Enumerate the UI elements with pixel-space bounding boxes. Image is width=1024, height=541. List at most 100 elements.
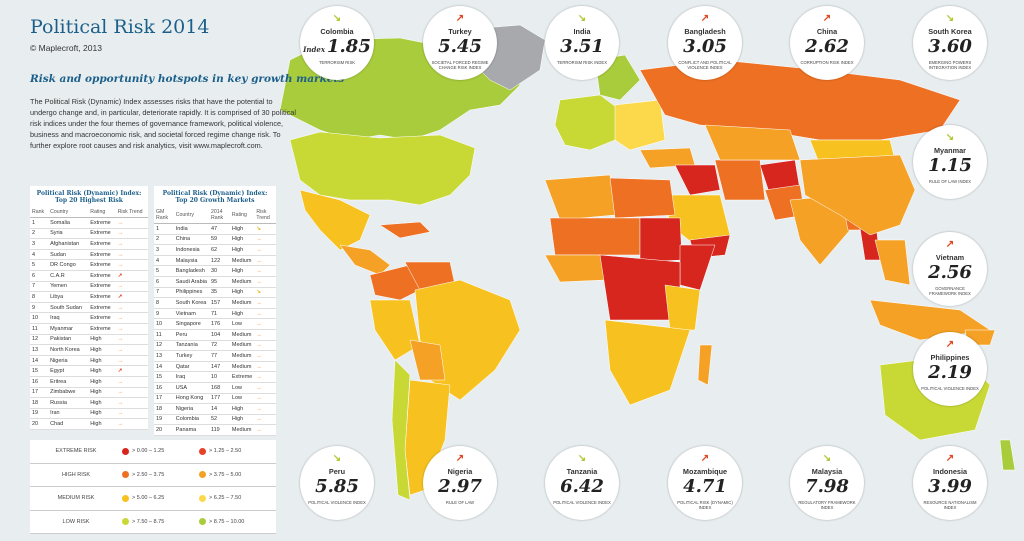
callout-country: Bangladesh [684, 27, 726, 36]
trend-up-icon: ↗ [455, 13, 465, 24]
table-cell: Indonesia [173, 244, 209, 256]
region-mexico [299, 189, 371, 251]
table-header: Rating [229, 207, 255, 224]
copyright: © Maplecroft, 2013 [30, 43, 102, 53]
table-cell: Medium [229, 297, 255, 309]
table-cell: Philippines [173, 287, 209, 299]
region-central-asia [704, 124, 801, 161]
callout-value: 3.99 [928, 476, 972, 497]
table-cell: Extreme [88, 291, 116, 303]
legend-row: HIGH RISK > 2.50 – 3.75 > 3.75 – 5.00 [30, 463, 276, 487]
table-row: 10 Singapore 176 Low → [154, 318, 276, 330]
table-header: 2014 Rank [208, 207, 230, 224]
table-cell: 8 [30, 291, 49, 303]
table-cell: 176 [208, 318, 230, 330]
table-cell: High [88, 397, 116, 409]
callout-myanmar: ↘ Myanmar 1.15 RULE OF LAW INDEX [913, 125, 987, 199]
table-cell: High [229, 244, 255, 256]
subtitle: Risk and opportunity hotspots in key gro… [30, 73, 345, 85]
table-cell: Nigeria [48, 355, 89, 367]
callout-china: ↗ China 2.62 CORRUPTION RISK INDEX [790, 6, 864, 80]
callout-index-name: REGULATORY FRAMEWORK INDEX [798, 500, 856, 510]
table-row: 19 Iran High → [30, 408, 148, 420]
legend-swatch [122, 494, 129, 502]
table-cell: Medium [229, 350, 255, 362]
table-row: 6 Saudi Arabia 95 Medium → [154, 276, 276, 288]
table-cell: Syria [48, 228, 89, 240]
trend-side-icon: → [115, 323, 148, 335]
trend-side-icon: → [254, 244, 276, 256]
table-cell: Zimbabwe [48, 387, 89, 399]
table-header: Country [173, 207, 209, 224]
table-row: 18 Nigeria 14 High → [154, 403, 276, 415]
table-row: 4 Sudan Extreme → [30, 249, 148, 261]
table-row: 18 Russia High → [30, 397, 148, 409]
highest-risk-table: Political Risk (Dynamic) Index: Top 20 H… [30, 186, 148, 430]
table-cell: Hong Kong [173, 393, 209, 405]
legend-row: LOW RISK > 7.50 – 8.75 > 8.75 – 10.00 [30, 510, 276, 534]
table-cell: Extreme [88, 302, 116, 314]
table-row: 5 Bangladesh 30 High → [154, 265, 276, 277]
table-cell: Low [229, 318, 255, 330]
legend-label: HIGH RISK [61, 471, 91, 478]
table-cell: Sudan [48, 249, 89, 261]
callout-vietnam: ↗ Vietnam 2.56 GOVERNANCE FRAMEWORK INDEX [913, 232, 987, 306]
legend-range: > 5.00 – 6.25 [122, 494, 199, 502]
table-row: 2 China 59 High → [154, 234, 276, 246]
trend-side-icon: → [115, 259, 148, 271]
table-cell: High [229, 234, 255, 246]
callout-country: Turkey [448, 27, 472, 36]
legend-swatch [199, 471, 206, 479]
trend-down-icon: ↘ [332, 453, 342, 464]
table-cell: 168 [208, 382, 230, 394]
trend-side-icon: → [115, 302, 148, 314]
table-cell: DR Congo [48, 259, 89, 271]
risk-legend: EXTREME RISK > 0.00 – 1.25 > 1.25 – 2.50 HI… [30, 440, 276, 534]
table-cell: Low [229, 382, 255, 394]
region-europe-west [554, 94, 621, 151]
region-iran [714, 159, 766, 201]
table-row: 12 Pakistan High → [30, 334, 148, 346]
callout-value: 2.19 [928, 362, 972, 383]
trend-up-icon: ↗ [115, 270, 148, 282]
region-brazil [414, 279, 521, 401]
callout-value: 4.71 [683, 476, 727, 497]
table-cell: 20 [154, 424, 174, 436]
table-cell: 17 [30, 387, 49, 399]
callout-country: Colombia [320, 27, 354, 36]
table-cell: Iran [48, 408, 89, 420]
trend-side-icon: → [115, 228, 148, 240]
callout-index-name: CONFLICT AND POLITICAL VIOLENCE INDEX [678, 60, 732, 70]
trend-side-icon: → [254, 255, 276, 267]
region-indochina [874, 239, 911, 286]
legend-swatch [122, 518, 129, 526]
trend-side-icon: → [115, 397, 148, 409]
region-libya-egypt [609, 177, 676, 219]
table-cell: High [88, 334, 116, 346]
table-cell: Iraq [48, 312, 89, 324]
table-cell: 2 [30, 228, 49, 240]
callout-index-name: GOVERNANCE FRAMEWORK INDEX [929, 286, 971, 296]
table-row: 11 Myanmar Extreme → [30, 323, 148, 335]
region-sudan [639, 217, 683, 263]
legend-swatch [199, 518, 206, 526]
table-cell: 8 [154, 297, 174, 309]
table-cell: High [88, 344, 116, 356]
table-cell: India [173, 223, 209, 235]
region-europe-east [614, 99, 666, 151]
trend-side-icon: → [254, 414, 276, 426]
table-cell: Extreme [229, 371, 255, 383]
callout-value: Index 1.85 [303, 36, 371, 57]
table-row: 4 Malaysia 122 Medium → [154, 255, 276, 267]
table-header: Rating [88, 207, 116, 218]
table-row: 14 Nigeria High → [30, 355, 148, 367]
table-cell: 10 [208, 371, 230, 383]
legend-label: MEDIUM RISK [57, 495, 95, 502]
trend-side-icon: → [254, 297, 276, 309]
legend-label: EXTREME RISK [55, 448, 97, 455]
region-west-africa [544, 254, 606, 283]
trend-up-icon: ↗ [115, 291, 148, 303]
trend-up-icon: ↗ [945, 453, 955, 464]
table-cell: 6 [154, 276, 174, 288]
table-cell: 5 [30, 259, 49, 271]
